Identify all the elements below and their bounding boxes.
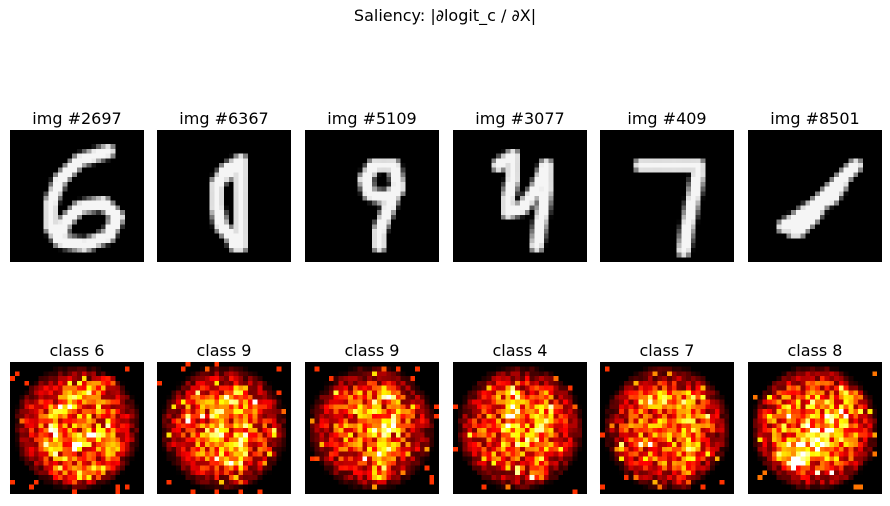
saliency-panel-5: class 7 xyxy=(600,340,734,494)
image-title: img #6367 xyxy=(179,109,269,128)
image-panel-5: img #409 xyxy=(600,108,734,262)
saliency-panel-3: class 9 xyxy=(305,340,439,494)
image-panel-1: img #2697 xyxy=(10,108,144,262)
saliency-title: class 6 xyxy=(49,341,105,360)
digit-image xyxy=(600,130,734,262)
digit-image xyxy=(10,130,144,262)
saliency-panel-1: class 6 xyxy=(10,340,144,494)
saliency-map xyxy=(748,362,882,494)
saliency-panel-6: class 8 xyxy=(748,340,882,494)
image-panel-2: img #6367 xyxy=(157,108,291,262)
saliency-title: class 7 xyxy=(639,341,695,360)
saliency-panel-4: class 4 xyxy=(453,340,587,494)
image-panel-3: img #5109 xyxy=(305,108,439,262)
image-title: img #2697 xyxy=(32,109,122,128)
saliency-map xyxy=(157,362,291,494)
image-panel-4: img #3077 xyxy=(453,108,587,262)
saliency-title: class 9 xyxy=(196,341,252,360)
image-title: img #409 xyxy=(627,109,707,128)
image-title: img #3077 xyxy=(475,109,565,128)
image-title: img #8501 xyxy=(770,109,860,128)
saliency-title: class 4 xyxy=(492,341,548,360)
image-title: img #5109 xyxy=(327,109,417,128)
saliency-map xyxy=(10,362,144,494)
saliency-map xyxy=(453,362,587,494)
digit-image xyxy=(453,130,587,262)
saliency-title: class 9 xyxy=(344,341,400,360)
digit-image xyxy=(305,130,439,262)
figure-title: Saliency: |∂logit_c / ∂X| xyxy=(353,6,537,25)
saliency-map xyxy=(305,362,439,494)
saliency-map xyxy=(600,362,734,494)
digit-image xyxy=(157,130,291,262)
saliency-panel-2: class 9 xyxy=(157,340,291,494)
image-panel-6: img #8501 xyxy=(748,108,882,262)
saliency-title: class 8 xyxy=(787,341,843,360)
digit-image xyxy=(748,130,882,262)
